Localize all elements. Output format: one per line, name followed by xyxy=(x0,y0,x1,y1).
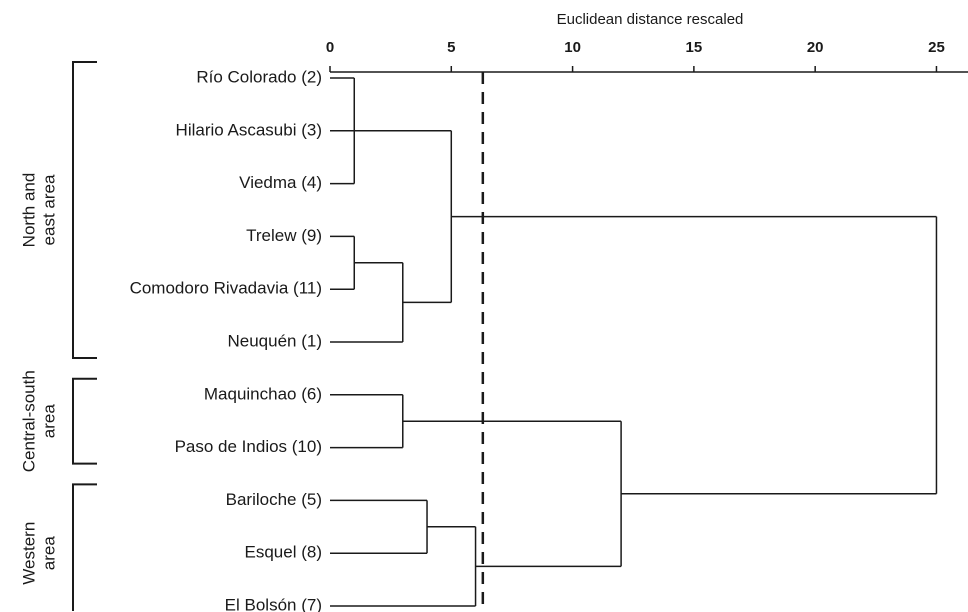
leaf-label: Paso de Indios (10) xyxy=(175,437,322,456)
group-bracket xyxy=(72,377,97,465)
x-tick-label: 15 xyxy=(686,39,703,56)
leaf-label: Neuquén (1) xyxy=(227,331,322,350)
leaf-label: Maquinchao (6) xyxy=(204,384,322,403)
x-tick-label: 20 xyxy=(807,39,824,56)
x-tick-label: 0 xyxy=(326,39,334,56)
leaf-label: Trelew (9) xyxy=(246,226,322,245)
x-tick-label: 5 xyxy=(447,39,455,56)
merge-link xyxy=(330,262,404,343)
group-bracket xyxy=(72,61,97,359)
merge-link xyxy=(402,420,622,568)
leaf-label: Río Colorado (2) xyxy=(196,67,322,86)
group-label: east area xyxy=(39,174,58,245)
group-label: Western xyxy=(19,522,38,585)
x-tick-label: 25 xyxy=(928,39,945,56)
merge-link xyxy=(330,394,404,449)
group-label: area xyxy=(39,404,58,439)
axis-title: Euclidean distance rescaled xyxy=(557,11,744,28)
group-label: area xyxy=(39,536,58,571)
leaf-label: Viedma (4) xyxy=(239,173,322,192)
merge-link xyxy=(330,499,428,554)
leaf-label: Bariloche (5) xyxy=(226,490,322,509)
leaf-label: Esquel (8) xyxy=(245,543,322,562)
group-label: Central-south xyxy=(19,370,38,472)
leaf-label: Hilario Ascasubi (3) xyxy=(176,120,322,139)
leaf-label: El Bolsón (7) xyxy=(225,595,322,612)
merge-link xyxy=(330,526,477,607)
group-label: North and xyxy=(19,173,38,248)
x-tick-label: 10 xyxy=(564,39,581,56)
group-bracket xyxy=(72,483,97,611)
merge-link xyxy=(451,215,938,495)
merge-link xyxy=(330,77,356,185)
merge-link xyxy=(330,235,356,290)
leaf-label: Comodoro Rivadavia (11) xyxy=(130,279,322,298)
